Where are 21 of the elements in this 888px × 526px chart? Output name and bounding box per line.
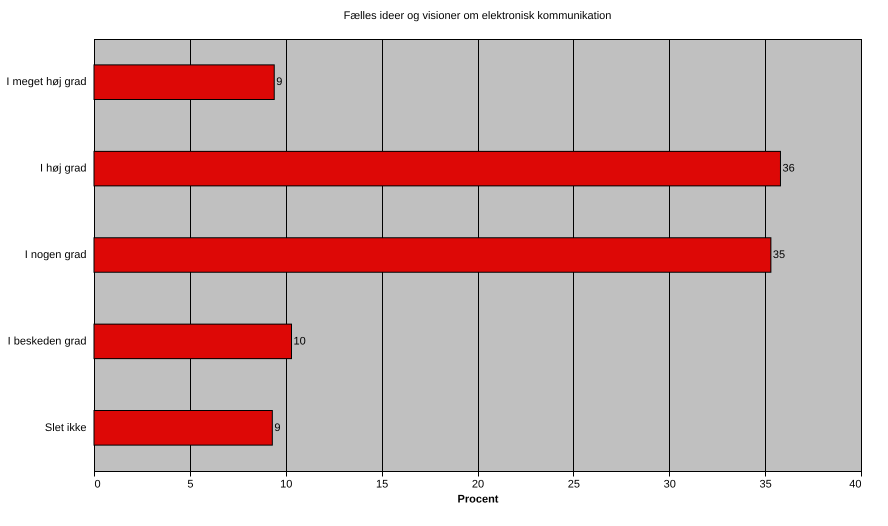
data-label: 35: [772, 249, 786, 261]
x-tick-label: 0: [94, 478, 101, 490]
chart-title: Fælles ideer og visioner om elektronisk kommunikation: [344, 10, 612, 22]
x-axis-title: Procent: [458, 494, 499, 506]
y-tick-label: I høj grad: [40, 162, 86, 175]
data-label: 36: [782, 162, 795, 175]
data-label: 10: [294, 335, 306, 348]
x-tick-label: 10: [280, 478, 292, 490]
x-tick-label: 15: [376, 478, 388, 490]
y-tick-label: I beskeden grad: [8, 335, 86, 348]
data-label: 9: [274, 422, 280, 434]
x-tick-label: 20: [472, 478, 484, 490]
y-tick-label: Slet ikke: [44, 422, 86, 434]
y-tick-label: I nogen grad: [24, 249, 86, 261]
data-label: 9: [276, 76, 282, 88]
x-tick-label: 25: [568, 478, 580, 490]
x-tick-label: 30: [664, 478, 676, 490]
x-tick-label: 40: [849, 478, 862, 490]
x-tick-label: 5: [187, 478, 194, 490]
x-tick-label: 35: [760, 478, 772, 490]
y-tick-label: I meget høj grad: [6, 76, 86, 88]
